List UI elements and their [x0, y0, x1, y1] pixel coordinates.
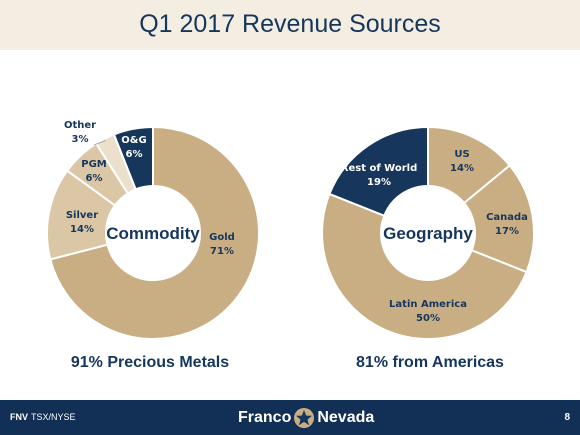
ticker-symbol: FNV — [10, 412, 28, 422]
page-title: Q1 2017 Revenue Sources — [139, 10, 441, 38]
slice-label-pgm: PGM — [81, 159, 107, 170]
slice-label-canada: Canada — [486, 212, 528, 223]
title-band: Q1 2017 Revenue Sources — [0, 0, 580, 50]
slice-canada — [462, 164, 535, 274]
slice-label-us: US — [454, 149, 469, 160]
center-label-commodity: Commodity — [106, 224, 200, 243]
slice-label-other: Other — [64, 120, 96, 131]
slice-value-pgm: 6% — [86, 173, 103, 184]
slice-value-us: 14% — [450, 163, 474, 174]
slice-label-gold: Gold — [209, 232, 235, 243]
slice-latin-america — [321, 192, 528, 340]
commodity-donut: Gold 71% Silver 14% PGM 6% Other 3% O&G 6% Commodi… — [46, 120, 260, 340]
geography-caption: 81% from Americas — [356, 354, 504, 371]
ticker: FNV TSX/NYSE — [10, 412, 76, 422]
logo-text-right: Nevada — [317, 409, 375, 426]
commodity-caption: 91% Precious Metals — [70, 354, 230, 371]
geography-donut: US 14% Canada 17% Latin America 50% Rest of Wo… — [321, 125, 535, 340]
slice-label-latin-america: Latin America — [389, 299, 467, 310]
slice-value-canada: 17% — [495, 226, 519, 237]
page-number: 8 — [564, 412, 570, 423]
donut-charts: Gold 71% Silver 14% PGM 6% Other 3% O&G 6% Commodi… — [46, 120, 535, 340]
slice-value-other: 3% — [72, 134, 89, 145]
footer-bar: FNV TSX/NYSE Franco Nevada 8 — [0, 400, 580, 435]
company-logo: Franco Nevada — [238, 406, 374, 430]
slice-gold — [49, 125, 260, 340]
slice-value-gold: 71% — [210, 246, 234, 257]
slice-value-silver: 14% — [70, 224, 94, 235]
logo-text-left: Franco — [238, 409, 292, 426]
slice-label-o-g: O&G — [121, 135, 146, 146]
slice-value-rest-of-world: 19% — [367, 177, 391, 188]
slice-label-silver: Silver — [66, 210, 98, 221]
slice-label-rest-of-world: Rest of World — [341, 163, 417, 174]
slice-value-o-g: 6% — [126, 149, 143, 160]
leader-line-other — [93, 139, 106, 146]
ticker-exchange: TSX/NYSE — [31, 412, 76, 422]
star-icon — [294, 408, 315, 428]
slice-o-g — [112, 125, 154, 191]
slice-value-latin-america: 50% — [416, 313, 440, 324]
slice-rest-of-world — [328, 125, 429, 217]
center-label-geography: Geography — [383, 224, 473, 243]
